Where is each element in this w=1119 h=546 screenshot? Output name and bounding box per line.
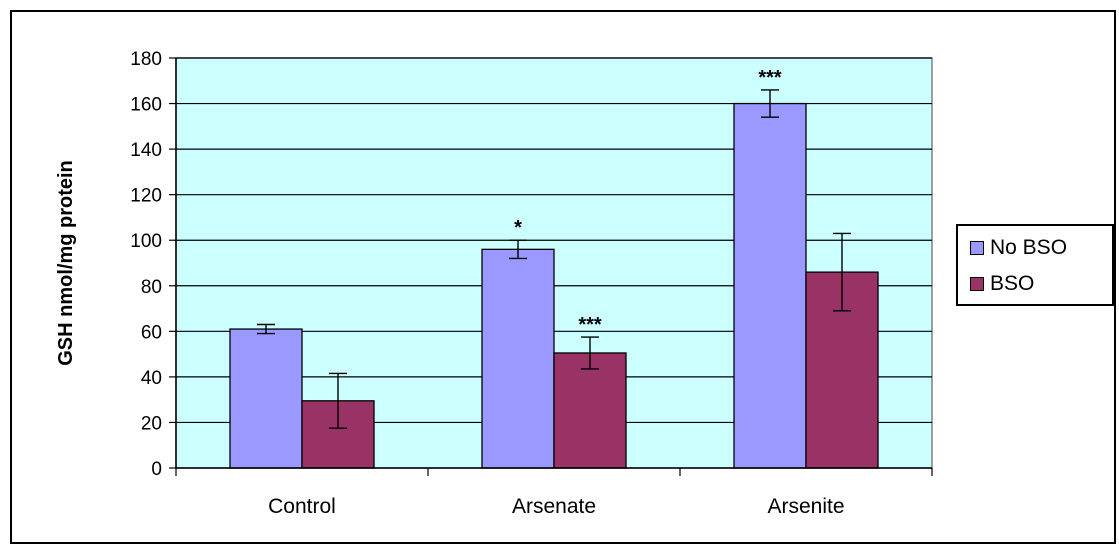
legend: No BSO BSO <box>956 224 1114 306</box>
axes <box>169 57 933 476</box>
y-tick-label: 80 <box>141 277 162 298</box>
legend-label-no-bso: No BSO <box>990 236 1068 259</box>
y-tick-label: 120 <box>130 186 162 207</box>
error-bars-group <box>257 89 851 429</box>
y-axis-label: GSH nmol/mg protein <box>55 160 77 366</box>
x-tick-label: Control <box>268 495 336 518</box>
legend-item-bso: BSO <box>970 272 1034 296</box>
bar-no-bso <box>229 328 303 469</box>
legend-swatch-bso <box>970 277 984 291</box>
y-tick-label: 60 <box>141 322 162 343</box>
y-tick-labels: 0 20 40 60 80 100 120 140 160 180 <box>130 49 162 480</box>
legend-swatch-no-bso <box>970 241 984 255</box>
y-tick-label: 160 <box>130 95 162 116</box>
legend-item-no-bso: No BSO <box>970 236 1067 260</box>
y-tick-label: 100 <box>130 231 162 252</box>
significance-marker: *** <box>578 314 602 336</box>
y-tick-label: 180 <box>130 49 162 70</box>
y-tick-label: 140 <box>130 140 162 161</box>
significance-marker: *** <box>758 67 782 89</box>
significance-marker: * <box>514 217 522 239</box>
y-tick-label: 0 <box>151 459 162 480</box>
y-tick-label: 40 <box>141 368 162 389</box>
bar-no-bso <box>481 248 555 469</box>
x-tick-label: Arsenite <box>767 495 844 518</box>
y-tick-label: 20 <box>141 413 162 434</box>
x-tick-label: Arsenate <box>512 495 596 518</box>
significance-group: ******* <box>514 67 782 336</box>
x-tick-labels: Control Arsenate Arsenite <box>268 495 844 518</box>
bar-bso <box>553 352 627 469</box>
bar-no-bso <box>733 102 807 469</box>
legend-label-bso: BSO <box>990 272 1035 295</box>
